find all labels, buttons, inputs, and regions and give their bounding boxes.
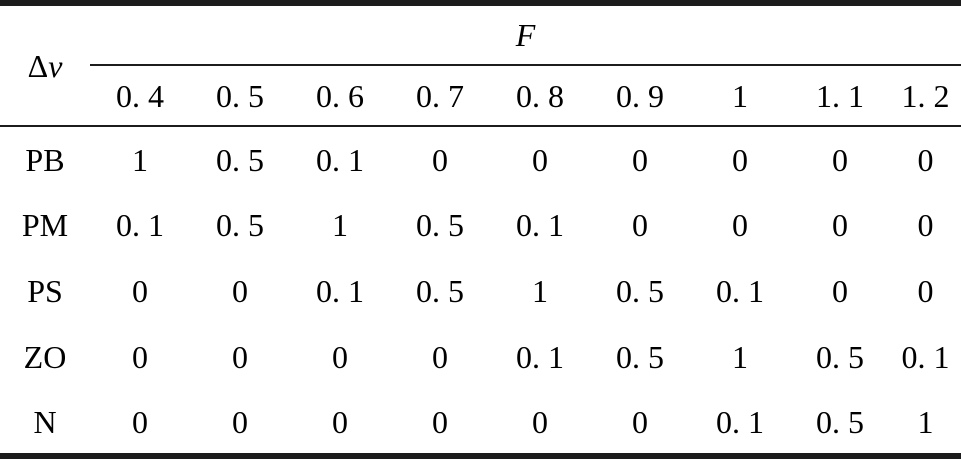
- value-cell: 0: [332, 339, 348, 375]
- value-cell: 0: [232, 339, 248, 375]
- value-cell: 0. 1: [316, 273, 364, 309]
- value-cell: 0. 5: [416, 207, 464, 243]
- value-cell: 0. 1: [316, 141, 364, 178]
- value-cell: 0: [132, 339, 148, 375]
- value-cell: 0: [832, 141, 848, 178]
- row-label: N: [33, 403, 57, 440]
- value-cell: 0: [532, 141, 548, 178]
- value-cell: 0. 5: [216, 207, 264, 243]
- value-cell: 0: [632, 141, 648, 178]
- col-header: 0. 8: [490, 65, 590, 127]
- col-group-title: F: [90, 3, 961, 66]
- value-cell: 0: [917, 141, 934, 178]
- value-cell: 0: [832, 273, 848, 309]
- value-cell: 1: [532, 273, 548, 309]
- value-cell: 0: [917, 207, 934, 243]
- row-label: ZO: [23, 339, 67, 375]
- value-cell: 0. 5: [816, 339, 864, 375]
- table-row: PB 1 0. 5 0. 1 0 0 0 0 0 0: [0, 126, 961, 192]
- value-cell: 0: [132, 403, 148, 440]
- value-cell: 0: [232, 273, 248, 309]
- table-row: N 0 0 0 0 0 0 0. 1 0. 5 1: [0, 390, 961, 456]
- value-cell: 0: [632, 403, 648, 440]
- row-label: PS: [27, 273, 63, 309]
- value-cell: 0: [132, 273, 148, 309]
- value-cell: 0: [432, 141, 448, 178]
- value-cell: 0: [917, 273, 934, 309]
- value-cell: 0. 5: [616, 339, 664, 375]
- value-cell: 0. 1: [516, 207, 564, 243]
- value-cell: 0. 1: [116, 207, 164, 243]
- value-cell: 1: [132, 141, 148, 178]
- col-header: 0. 9: [590, 65, 690, 127]
- value-cell: 0. 1: [716, 403, 764, 440]
- value-cell: 1: [732, 339, 748, 375]
- value-cell: 0. 5: [816, 403, 864, 440]
- col-header: 1: [690, 65, 790, 127]
- row-header-title: Δv: [0, 3, 90, 127]
- value-cell: 0. 5: [416, 273, 464, 309]
- col-header: 1. 1: [790, 65, 890, 127]
- value-cell: 1: [332, 207, 348, 243]
- row-label: PM: [21, 207, 69, 243]
- value-cell: 0: [232, 403, 248, 440]
- value-cell: 0: [432, 339, 448, 375]
- value-cell: 0. 1: [901, 339, 950, 375]
- col-header: 0. 5: [190, 65, 290, 127]
- row-label: PB: [25, 141, 65, 178]
- value-cell: 0: [632, 207, 648, 243]
- value-cell: 0: [832, 207, 848, 243]
- delta-variable: v: [48, 47, 63, 84]
- table-row: PS 0 0 0. 1 0. 5 1 0. 5 0. 1 0 0: [0, 258, 961, 324]
- value-cell: 0: [732, 141, 748, 178]
- value-cell: 0: [432, 403, 448, 440]
- header-values-row: 0. 4 0. 5 0. 6 0. 7 0. 8 0. 9 1 1. 1 1. …: [0, 65, 961, 127]
- value-cell: 1: [917, 403, 934, 440]
- col-header: 0. 7: [390, 65, 490, 127]
- value-cell: 0: [332, 403, 348, 440]
- value-cell: 0. 1: [716, 273, 764, 309]
- value-cell: 0. 5: [216, 141, 264, 178]
- value-cell: 0: [532, 403, 548, 440]
- value-cell: 0. 5: [616, 273, 664, 309]
- header-group-row: Δv F: [0, 3, 961, 127]
- table-row: ZO 0 0 0 0 0. 1 0. 5 1 0. 5 0. 1: [0, 324, 961, 390]
- table-row: PM 0. 1 0. 5 1 0. 5 0. 1 0 0 0 0: [0, 192, 961, 258]
- col-header: 1. 2: [890, 65, 961, 127]
- value-cell: 0. 1: [516, 339, 564, 375]
- value-cell: 0: [732, 207, 748, 243]
- delta-symbol: Δ: [27, 47, 49, 84]
- col-header: 0. 4: [90, 65, 190, 127]
- col-header: 0. 6: [290, 65, 390, 127]
